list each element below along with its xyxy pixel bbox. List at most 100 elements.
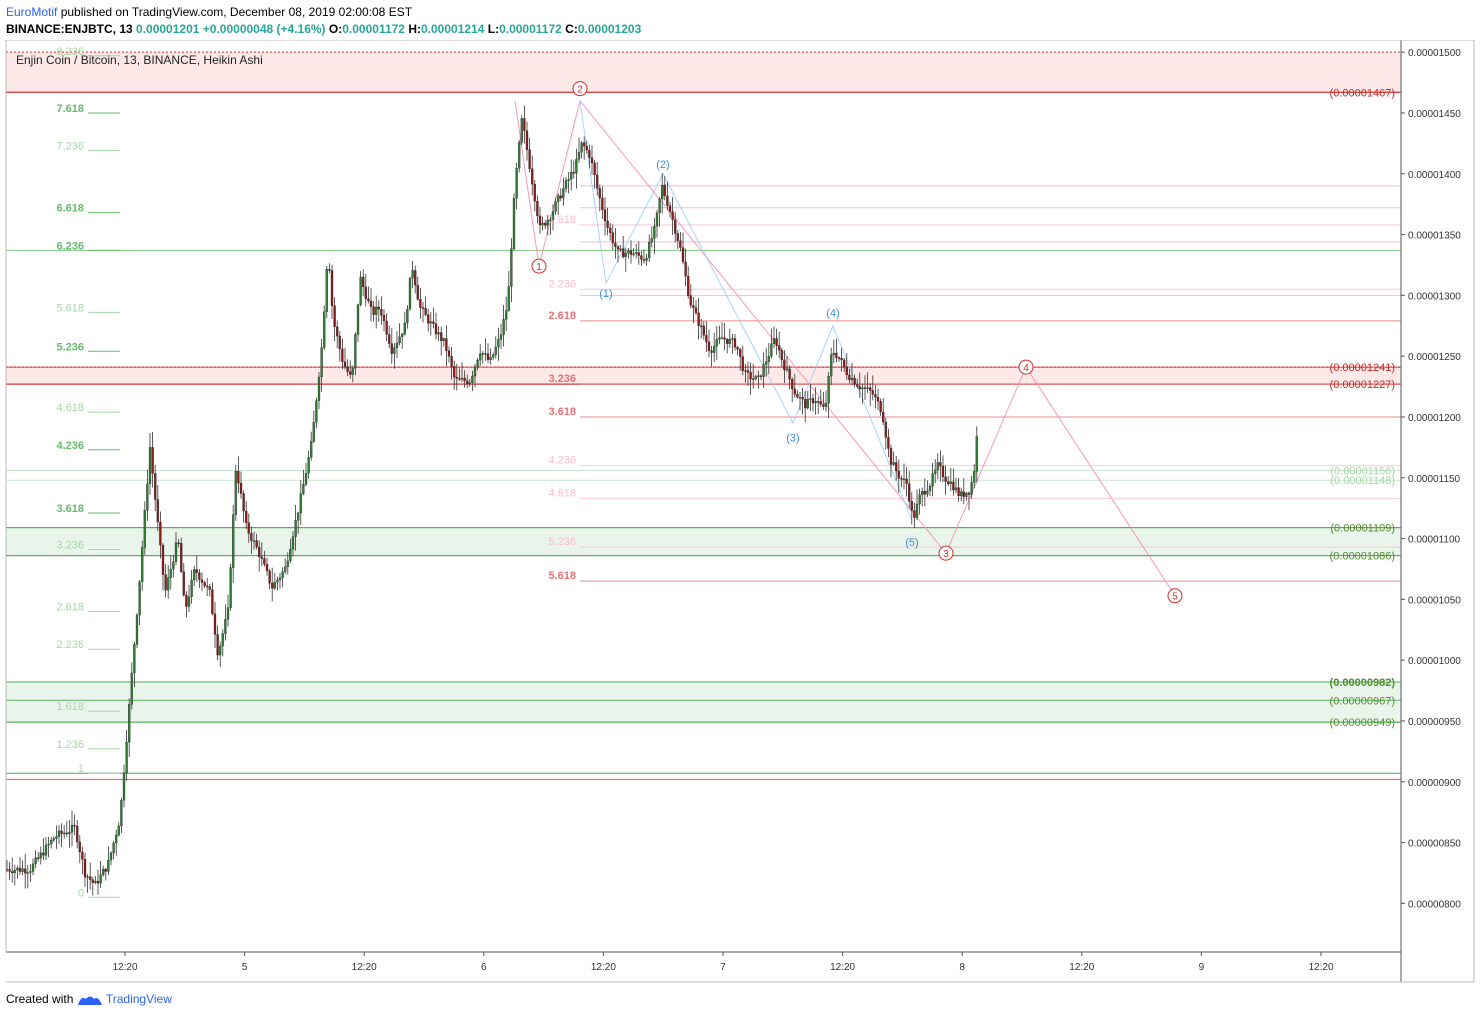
candle-up (481, 353, 484, 355)
candle-up (273, 582, 276, 589)
fib-left-label: 2.236 (56, 639, 84, 651)
candle-up (814, 401, 817, 404)
candle-down (796, 394, 799, 398)
candle-down (593, 162, 596, 176)
candle-down (198, 572, 201, 580)
wave-blue-label: (3) (786, 433, 799, 445)
candle-up (661, 184, 664, 200)
candle-down (583, 142, 586, 147)
candle-down (544, 222, 547, 226)
candle-up (619, 248, 622, 250)
candle-down (843, 359, 846, 367)
wave-red-label: 5 (1172, 592, 1178, 603)
chart-title: Enjin Coin / Bitcoin, 13, BINANCE, Heiki… (16, 53, 263, 67)
chart-area[interactable]: (0.00001467) (0.00001241) (0.00001227) (0.0… (0, 40, 1480, 990)
chart-header: EuroMotif published on TradingView.com, … (6, 4, 1466, 40)
candle-down (856, 384, 859, 387)
candle-down (629, 250, 633, 255)
y-tick-label: 0.00001350 (1408, 231, 1461, 242)
price-level-label: (0.00001241) (1330, 362, 1395, 374)
candle-up (564, 180, 568, 189)
candle-down (83, 859, 87, 878)
fib-left-label: 1.618 (56, 701, 84, 713)
candle-up (926, 490, 929, 495)
tradingview-link[interactable]: TradingView (105, 992, 172, 1006)
candle-up (497, 339, 500, 348)
candle-down (247, 522, 250, 534)
candle-down (905, 478, 908, 484)
candle-up (960, 491, 963, 497)
wave-red-marker (1018, 359, 1034, 375)
wave-red-marker (1167, 588, 1183, 604)
fib-left-label: 8.236 (56, 46, 84, 58)
axes-layer: 0.00001500 0.00001450 0.00001400 0.00001350… (5, 40, 1475, 983)
candle-down (200, 579, 204, 583)
candle-up (44, 844, 48, 856)
candle-up (713, 345, 716, 353)
x-tick-label: 5 (242, 962, 248, 973)
candle-down (702, 325, 705, 336)
candle-down (159, 521, 162, 546)
x-tick-label: 12:20 (1308, 962, 1333, 973)
candle-down (65, 832, 68, 835)
author-link[interactable]: EuroMotif (6, 5, 58, 19)
candle-down (349, 371, 352, 375)
x-tick-label: 7 (720, 962, 726, 973)
candle-down (601, 197, 604, 210)
candle-up (645, 257, 648, 261)
candle-up (954, 487, 958, 491)
zone-green (6, 527, 1401, 556)
candle-down (78, 841, 81, 853)
y-tick-label: 0.00000850 (1408, 839, 1461, 850)
candle-up (234, 471, 237, 515)
candle-down (611, 232, 614, 244)
candle-up (302, 484, 305, 494)
candle-up (557, 195, 560, 202)
candle-up (494, 346, 497, 355)
candle-down (346, 366, 349, 372)
candle-up (393, 347, 396, 354)
candle-up (632, 253, 635, 255)
candle-down (733, 338, 737, 348)
fib-left-label: 2.618 (56, 602, 84, 614)
candle-down (239, 482, 243, 494)
candle-down (889, 448, 893, 465)
candle-up (299, 493, 302, 514)
candle-up (520, 118, 523, 143)
candle-down (700, 325, 703, 327)
wave-lines-layer (514, 99, 1176, 596)
candle-up (307, 457, 310, 474)
candle-down (736, 347, 739, 350)
y-tick-label: 0.00000800 (1408, 899, 1461, 910)
candle-down (237, 471, 240, 484)
candle-down (952, 481, 955, 491)
open-label: O: (328, 22, 343, 36)
candle-down (528, 149, 531, 169)
candle-up (512, 198, 516, 249)
candle-down (73, 825, 76, 827)
candle-down (206, 585, 209, 588)
y-tick-label: 0.00000950 (1408, 717, 1461, 728)
candle-down (377, 306, 380, 310)
candle-up (226, 607, 230, 620)
candle-up (52, 838, 55, 841)
candle-up (47, 843, 50, 846)
candle-up (515, 168, 518, 199)
candle-down (559, 195, 562, 199)
candle-down (484, 353, 487, 355)
candle-up (325, 269, 328, 312)
candle-up (762, 364, 765, 377)
candle-down (697, 312, 700, 326)
candle-down (707, 341, 711, 351)
candle-down (382, 315, 386, 322)
candle-up (653, 225, 656, 239)
price-chart[interactable]: (0.00001467) (0.00001241) (0.00001227) (0.0… (0, 40, 1480, 990)
close-value: 0.00001203 (577, 22, 642, 36)
candle-up (471, 375, 474, 383)
candle-up (133, 644, 136, 674)
candle-up (317, 376, 321, 401)
price-level-label: (0.00001086) (1330, 551, 1395, 563)
candle-up (744, 370, 747, 372)
candle-down (338, 335, 341, 350)
candle-down (811, 398, 815, 404)
